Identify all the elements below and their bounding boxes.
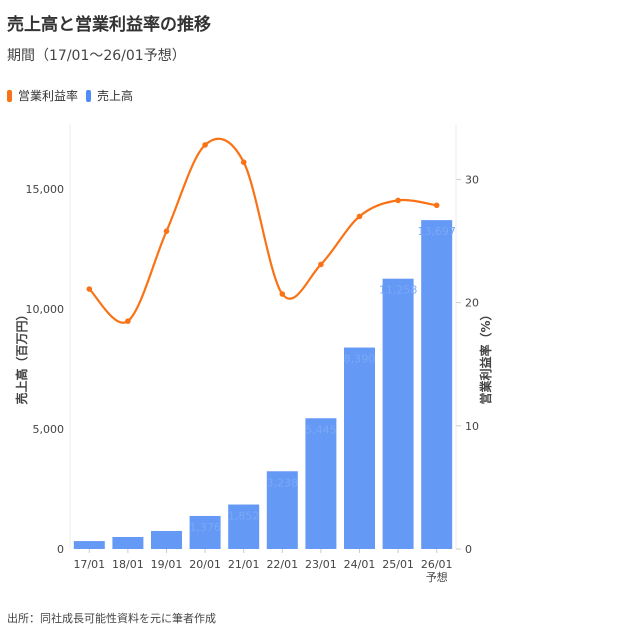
y2-tick-label: 0 (465, 543, 472, 556)
x-tick-label: 25/01 (382, 558, 414, 571)
margin-point-21/01 (240, 159, 247, 165)
margin-point-24/01 (356, 213, 363, 220)
bar-18/01 (112, 536, 144, 549)
margin-point-25/01 (395, 197, 401, 204)
y-axis-title: 売上高（百万円） (14, 308, 29, 404)
bar-21/01 (228, 504, 260, 549)
bar-value-label: 3,238 (267, 476, 299, 489)
margin-point-18/01 (125, 318, 131, 324)
y-tick-label: 10,000 (26, 303, 65, 316)
y2-tick-label: 10 (465, 420, 479, 433)
margin-point-22/01 (279, 291, 286, 297)
x-tick-label: 17/01 (73, 558, 105, 571)
y-tick-label: 15,000 (26, 183, 65, 196)
bar-value-label: 1,852 (228, 510, 260, 523)
legend-swatch-sales (86, 89, 92, 102)
bar-value-label: 8,390 (344, 353, 376, 366)
bar-23/01 (305, 418, 337, 549)
chart-subtitle: 期間（17/01〜26/01予想） (7, 48, 186, 64)
x-tick-label: 22/01 (266, 558, 298, 571)
bar-25/01 (382, 278, 414, 549)
bar-19/01 (151, 530, 182, 549)
bar-26/01 (421, 220, 453, 549)
bar-20/01 (189, 515, 221, 549)
bar-17/01 (73, 541, 105, 549)
x-tick-label: 24/01 (344, 558, 376, 571)
x-tick-label: 26/01 (421, 558, 453, 571)
margin-point-17/01 (86, 286, 93, 292)
bar-24/01 (344, 347, 375, 549)
y2-tick-label: 20 (465, 297, 479, 310)
bar-value-label: 5,445 (305, 423, 337, 436)
chart-title: 売上高と営業利益率の推移 (7, 15, 211, 35)
source-footer: 出所：同社成長可能性資料を元に筆者作成 (7, 612, 216, 625)
legend-label-sales: 売上高 (97, 89, 134, 103)
x-tick-label: 18/01 (112, 558, 144, 571)
bar-value-label: 1,376 (189, 521, 221, 534)
legend-swatch-margin (7, 89, 12, 102)
margin-point-19/01 (163, 228, 170, 234)
bar-value-label: 11,258 (379, 284, 418, 297)
y-tick-label: 0 (57, 543, 64, 556)
x-tick-sublabel: 予想 (426, 570, 448, 584)
x-tick-label: 21/01 (228, 558, 260, 571)
margin-point-26/01 (433, 202, 440, 209)
legend: 営業利益率 売上高 (7, 87, 133, 104)
y2-tick-label: 30 (465, 173, 479, 186)
bar-22/01 (266, 471, 298, 549)
margin-point-20/01 (202, 142, 208, 148)
margin-point-23/01 (318, 261, 324, 268)
x-tick-label: 20/01 (189, 558, 221, 571)
legend-label-margin: 営業利益率 (18, 89, 79, 103)
x-tick-label: 19/01 (151, 558, 183, 571)
y2-axis-title: 営業利益率（%） (478, 308, 493, 404)
margin-line (88, 137, 437, 324)
bar-value-label: 13,697 (417, 225, 456, 238)
x-tick-label: 23/01 (305, 558, 337, 571)
y-tick-label: 5,000 (33, 423, 65, 436)
